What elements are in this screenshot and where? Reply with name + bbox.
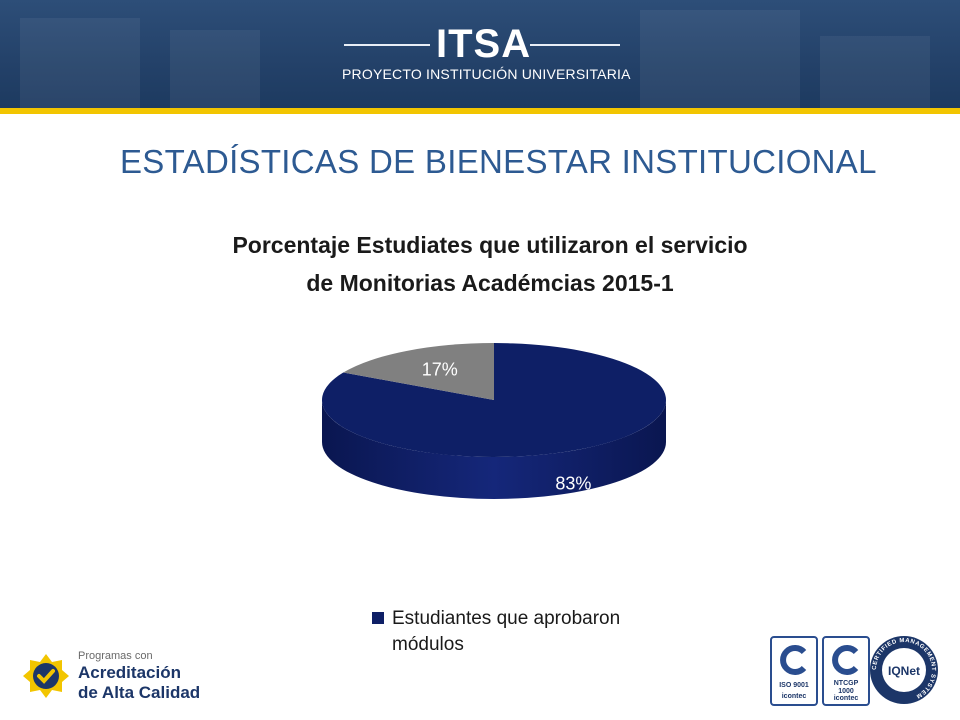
slide-title: ESTADÍSTICAS DE BIENESTAR INSTITUCIONAL — [120, 143, 877, 180]
chart-title: Porcentaje Estudiates que utilizaron el … — [160, 226, 820, 302]
iqnet-label: IQNet — [888, 664, 920, 678]
pie-side-wall — [322, 400, 666, 499]
accreditation-line-1: Acreditación — [78, 663, 181, 682]
accreditation-logo: Programas con Acreditación de Alta Calid… — [22, 648, 222, 708]
pie-chart: 83% 17% — [322, 343, 666, 499]
brand-line-right — [530, 44, 620, 46]
accreditation-pre: Programas con — [78, 650, 153, 662]
chart-title-line-1: Porcentaje Estudiates que utilizaron el … — [232, 232, 748, 258]
accreditation-star-icon — [23, 654, 69, 698]
pie-data-label-1: 17% — [422, 360, 458, 380]
chart-title-line-2: de Monitorias Académcias 2015-1 — [306, 270, 674, 296]
legend-swatch — [372, 612, 384, 624]
brand-line-left — [344, 44, 430, 46]
ntcgp-1000-label: NTCGP 1000 — [833, 680, 859, 695]
pie-slice-1 — [343, 343, 494, 400]
icontec-icon — [780, 645, 807, 675]
institution-subtitle: PROYECTO INSTITUCIÓN UNIVERSITARIA — [342, 66, 631, 82]
header-banner: ITSA PROYECTO INSTITUCIÓN UNIVERSITARIA — [0, 0, 960, 108]
iso-9001-badge: ISO 9001 icontec — [770, 636, 818, 706]
legend-label-line-2: módulos — [392, 634, 464, 655]
pie-data-label-0: 83% — [555, 473, 591, 493]
yellow-stripe — [0, 108, 960, 114]
iqnet-seal-icon: CERTIFIED MANAGEMENT SYSTEM IQNet — [870, 636, 938, 704]
iso-9001-label: ISO 9001 — [779, 682, 809, 689]
ntcgp-1000-badge: NTCGP 1000 icontec — [822, 636, 870, 706]
icontec-icon — [832, 645, 859, 675]
accreditation-line-2: de Alta Calidad — [78, 683, 201, 702]
itsa-logo: ITSA — [436, 22, 532, 66]
legend-label-line-1: Estudiantes que aprobaron — [392, 608, 621, 629]
ntcgp-1000-issuer: icontec — [833, 695, 859, 702]
iso-9001-issuer: icontec — [781, 693, 807, 700]
legend-label: Estudiantes que aprobaron módulos — [392, 606, 682, 658]
